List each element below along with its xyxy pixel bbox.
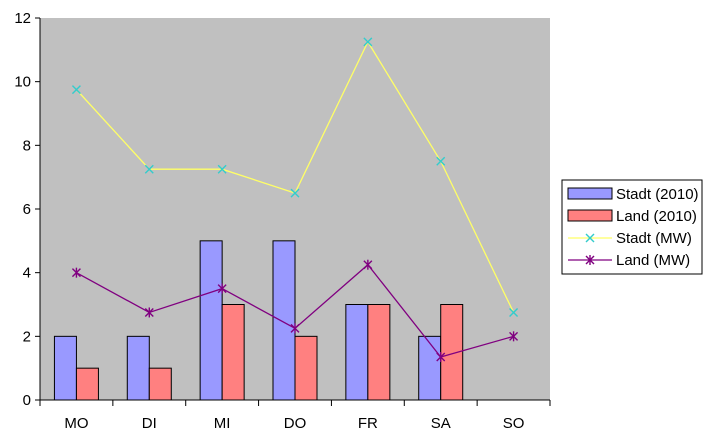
y-tick-label-0: 0 [23,392,31,409]
point-land-mw-mo [71,267,81,278]
point-land-mw-fr [363,259,373,270]
bar-land-2010--fr [367,304,391,401]
point-land-mw-sa [436,352,446,363]
bar-land-2010--mo [75,367,99,401]
bar-land-2010--di [148,367,172,401]
legend-label-land-2010: Land (2010) [616,208,697,225]
point-stadt-mw-mo [71,85,81,95]
x-tick-label-fr: FR [358,415,378,432]
point-land-mw-mi [217,283,227,294]
legend-label-stadt-2010: Stadt (2010) [616,186,699,203]
legend-swatch-land-2010 [567,209,613,222]
legend-item-stadt-2010: Stadt (2010) [567,186,699,203]
legend-item-land-2010: Land (2010) [567,208,697,225]
bar-stadt-2010--fr [345,304,369,401]
legend-swatch-stadt-2010 [567,187,613,200]
point-stadt-mw-di [144,164,154,174]
legend-item-stadt-mw: Stadt (MW) [568,230,692,247]
bar-land-2010--mi [221,304,245,401]
legend-item-land-mw: Land (MW) [568,252,690,269]
x-tick-label-so: SO [503,415,525,432]
point-stadt-mw-mi [217,164,227,174]
bar-land-2010--do [294,335,318,401]
x-tick-label-di: DI [142,415,157,432]
x-tick-label-mi: MI [214,415,231,432]
y-tick-label-2: 2 [23,328,31,345]
y-tick-label-8: 8 [23,137,31,154]
x-tick-label-sa: SA [431,415,451,432]
bar-stadt-2010--di [126,335,150,401]
point-stadt-mw-so [509,307,519,317]
bar-stadt-2010--mo [53,335,77,401]
x-tick-label-mo: MO [64,415,88,432]
bar-stadt-2010--sa [418,335,442,401]
point-stadt-mw-do [290,188,300,198]
point-stadt-mw-sa [436,156,446,166]
bar-stadt-2010--mi [199,240,223,401]
point-land-mw-do [290,323,300,334]
y-tick-label-10: 10 [14,74,31,91]
legend-label-stadt-mw: Stadt (MW) [616,230,692,247]
point-land-mw-so [509,331,519,342]
point-stadt-mw-fr [363,37,373,47]
point-land-mw-di [144,307,154,318]
y-tick-label-12: 12 [14,10,31,27]
bar-stadt-2010--do [272,240,296,401]
y-tick-label-4: 4 [23,265,31,282]
x-tick-label-do: DO [284,415,307,432]
y-tick-label-6: 6 [23,201,31,218]
legend-label-land-mw: Land (MW) [616,252,690,269]
